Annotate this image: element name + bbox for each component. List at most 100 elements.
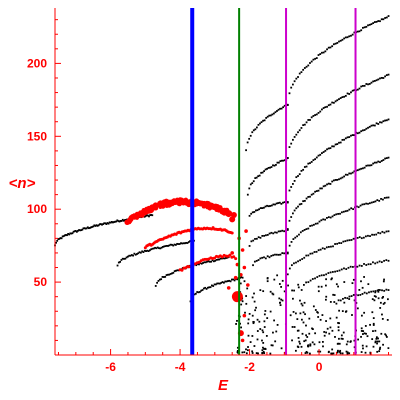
black-point bbox=[327, 351, 330, 354]
black-point bbox=[380, 76, 383, 79]
black-point bbox=[326, 105, 328, 108]
black-point bbox=[245, 348, 247, 351]
black-point bbox=[307, 162, 310, 165]
black-point bbox=[93, 224, 96, 227]
black-point bbox=[305, 121, 308, 124]
black-point bbox=[343, 175, 346, 178]
black-point bbox=[310, 60, 313, 63]
black-point bbox=[262, 351, 265, 353]
black-point bbox=[263, 348, 265, 350]
black-point bbox=[247, 322, 250, 325]
black-point bbox=[350, 34, 352, 37]
black-point bbox=[356, 307, 359, 310]
black-point bbox=[299, 299, 301, 302]
black-point bbox=[359, 204, 362, 207]
black-point bbox=[301, 332, 304, 335]
black-point bbox=[334, 270, 336, 273]
black-point bbox=[344, 240, 347, 243]
black-point bbox=[334, 42, 337, 45]
black-point bbox=[235, 323, 237, 325]
black-point bbox=[375, 122, 378, 125]
black-point bbox=[289, 314, 292, 317]
black-point bbox=[351, 314, 353, 316]
black-point bbox=[92, 225, 95, 228]
black-point bbox=[305, 334, 307, 337]
black-point bbox=[292, 311, 295, 313]
black-point bbox=[385, 288, 388, 291]
black-point bbox=[97, 224, 100, 227]
black-point bbox=[156, 246, 159, 249]
black-point bbox=[309, 162, 311, 165]
black-point bbox=[256, 338, 259, 341]
black-point bbox=[343, 37, 346, 40]
black-point bbox=[290, 86, 293, 89]
black-point bbox=[210, 260, 213, 263]
black-point bbox=[367, 83, 369, 86]
black-point bbox=[322, 51, 325, 54]
black-point bbox=[312, 115, 315, 117]
black-point bbox=[317, 189, 320, 192]
black-point bbox=[322, 151, 325, 153]
black-point bbox=[309, 225, 312, 227]
black-point bbox=[300, 169, 303, 172]
black-point bbox=[273, 319, 275, 322]
black-point bbox=[365, 83, 368, 85]
black-point bbox=[326, 327, 329, 330]
black-point bbox=[282, 106, 285, 109]
black-point bbox=[255, 306, 257, 309]
black-point bbox=[378, 260, 381, 263]
y-tick-label: 100 bbox=[27, 202, 47, 216]
black-point bbox=[304, 313, 306, 316]
black-point bbox=[384, 119, 387, 122]
black-point bbox=[381, 230, 384, 233]
black-point bbox=[149, 249, 151, 252]
black-point bbox=[208, 260, 211, 263]
black-point bbox=[326, 217, 328, 219]
black-point bbox=[271, 113, 274, 116]
black-point bbox=[79, 229, 82, 232]
black-point bbox=[322, 218, 325, 221]
black-point bbox=[278, 283, 281, 285]
black-point bbox=[346, 136, 349, 139]
black-point bbox=[302, 168, 305, 171]
black-point bbox=[363, 291, 366, 294]
black-point bbox=[301, 258, 304, 260]
black-point bbox=[309, 344, 312, 347]
black-point bbox=[305, 65, 308, 68]
black-point bbox=[252, 239, 255, 242]
black-point bbox=[310, 116, 313, 119]
black-point bbox=[293, 180, 296, 182]
black-point bbox=[270, 204, 273, 207]
black-point bbox=[81, 228, 84, 231]
black-point bbox=[292, 238, 295, 240]
black-point bbox=[279, 107, 281, 110]
black-point bbox=[387, 118, 390, 121]
black-point bbox=[257, 236, 260, 239]
black-point bbox=[293, 262, 295, 265]
black-point bbox=[374, 291, 377, 294]
black-point bbox=[347, 266, 350, 269]
black-point bbox=[335, 316, 338, 319]
black-point bbox=[341, 352, 344, 355]
black-point bbox=[297, 286, 300, 289]
black-point bbox=[168, 244, 171, 247]
black-point bbox=[374, 295, 377, 298]
black-point bbox=[339, 39, 342, 42]
black-point bbox=[105, 223, 108, 225]
black-point bbox=[308, 317, 311, 320]
black-point bbox=[292, 138, 294, 141]
black-point bbox=[380, 197, 382, 200]
black-point bbox=[165, 244, 168, 247]
black-point bbox=[276, 324, 279, 326]
black-point bbox=[245, 295, 248, 297]
black-point bbox=[377, 290, 380, 293]
black-point bbox=[346, 239, 349, 242]
black-point bbox=[259, 289, 262, 292]
black-point bbox=[295, 133, 298, 136]
black-point bbox=[383, 278, 385, 281]
black-point bbox=[360, 167, 363, 170]
black-point bbox=[281, 299, 284, 302]
black-point bbox=[228, 279, 231, 282]
black-point bbox=[372, 317, 375, 320]
black-point bbox=[360, 335, 362, 338]
